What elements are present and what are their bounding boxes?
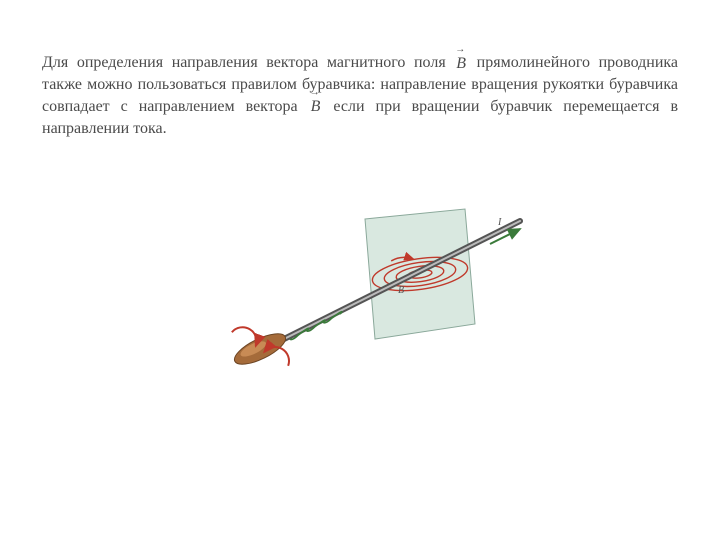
vector-b-symbol-2: B	[309, 96, 323, 118]
intro-paragraph: Для определения направления вектора магн…	[42, 52, 678, 139]
figure-container: BI	[42, 189, 678, 394]
gimlet-rule-diagram: BI	[190, 189, 530, 389]
svg-text:B: B	[398, 285, 404, 296]
vector-b-symbol-1: B	[454, 53, 468, 75]
svg-text:I: I	[497, 217, 502, 228]
page: Для определения направления вектора магн…	[0, 0, 720, 394]
text-part-1: Для определения направления вектора магн…	[42, 54, 454, 71]
